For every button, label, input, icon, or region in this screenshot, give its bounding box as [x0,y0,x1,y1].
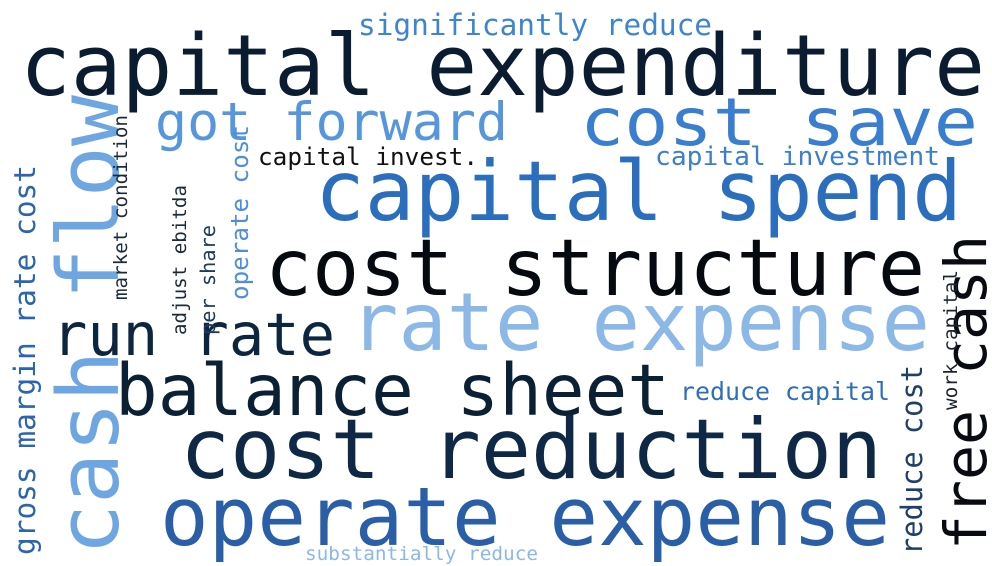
word: run rate [52,300,335,369]
word: operate cost [226,125,254,300]
word: cost reduction [180,401,882,498]
word: capital spend [315,143,962,240]
word: significantly reduce [358,8,712,42]
word: reduce capital [680,377,890,406]
word: balance sheet [115,349,670,432]
word: cost structure [265,224,925,314]
word: capital expenditure [20,17,985,116]
word: substantially reduce [305,543,538,565]
word: per share [196,225,220,335]
word: rate expense [350,276,930,369]
word: capital investment [655,142,940,172]
word: reduce cost [895,365,929,555]
word: free cash [932,235,992,550]
word: operate expense [160,471,890,565]
word: work capital [940,270,962,410]
word: capital invest. [258,143,478,171]
word: cash flow [40,94,139,555]
word: adjust ebitda [169,185,191,335]
word: got forward [155,92,508,153]
word: gross margin rate cost [8,165,42,555]
word: cost save [580,84,978,161]
word: market condition [110,115,132,300]
